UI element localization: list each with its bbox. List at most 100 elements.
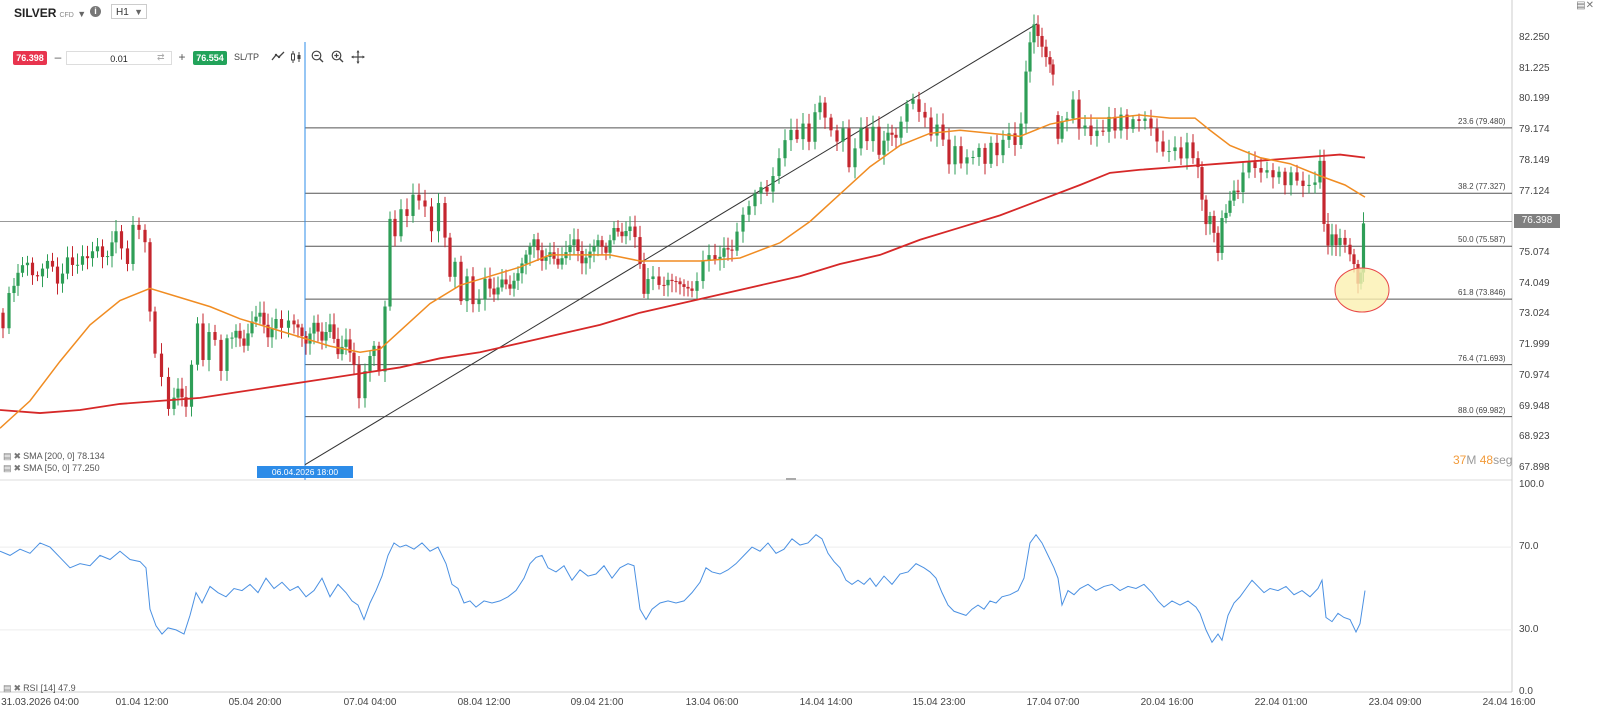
candle-body	[219, 339, 223, 371]
zoom-out-icon[interactable]	[309, 50, 325, 66]
price-tick-label: 81.225	[1519, 62, 1550, 74]
candle-body	[580, 251, 584, 264]
candle-body	[184, 397, 188, 407]
window-controls[interactable]: ▤✕	[1576, 0, 1594, 11]
candle-body	[765, 187, 769, 192]
candle-body	[1200, 167, 1204, 200]
candle-body	[894, 134, 898, 138]
sell-button[interactable]: 76.398	[13, 51, 47, 65]
candle-body	[701, 260, 705, 282]
candle-body	[995, 142, 999, 156]
candle-body	[959, 146, 963, 164]
candle-body	[1060, 121, 1064, 139]
candle-body	[80, 256, 85, 265]
candle-body	[258, 312, 262, 317]
candle-body	[865, 128, 869, 142]
candle-body	[572, 239, 576, 246]
candle-body	[119, 231, 124, 249]
quantity-input[interactable]: 0.01	[66, 51, 172, 65]
candle-body	[40, 268, 45, 277]
candle-body	[1083, 125, 1087, 129]
candle-body	[1161, 141, 1165, 152]
candle-body	[1301, 180, 1305, 186]
candle-body	[286, 320, 291, 328]
candle-body	[1051, 64, 1055, 75]
candle-body	[1019, 123, 1023, 145]
sma200-legend[interactable]: ▤ ✖ SMA [200, 0] 78.134	[3, 451, 105, 462]
chevron-down-icon[interactable]: ▼	[77, 9, 87, 19]
zoom-in-icon[interactable]	[329, 50, 345, 66]
candle-body	[726, 248, 730, 250]
candle-body	[886, 132, 890, 141]
candle-body	[20, 265, 25, 273]
candle-body	[929, 117, 933, 136]
candle-body	[292, 320, 296, 325]
candle-body	[777, 158, 781, 177]
settings-icon[interactable]: ▤	[3, 463, 12, 473]
candle-body	[250, 321, 254, 334]
candle-body	[471, 276, 475, 305]
timeframe-value: H1	[116, 7, 129, 18]
swap-icon[interactable]: ⇄	[157, 52, 165, 62]
candle-body	[372, 345, 376, 357]
candle-body	[971, 157, 975, 159]
timeframe-select[interactable]: H1 ▼	[111, 4, 147, 19]
time-tick-label: 05.04 20:00	[228, 697, 282, 708]
candle-body	[1313, 182, 1317, 185]
candle-body	[411, 194, 415, 216]
candle-body	[348, 339, 352, 353]
candle-body	[234, 330, 238, 338]
price-tick-label: 77.124	[1519, 185, 1550, 197]
candle-body	[633, 226, 637, 238]
candle-body	[357, 364, 361, 399]
candle-body	[477, 299, 481, 305]
candle-body	[1065, 118, 1069, 122]
close-icon[interactable]: ✖	[13, 683, 22, 693]
candle-body	[596, 240, 600, 247]
settings-icon[interactable]: ▤	[3, 683, 12, 693]
candle-body	[1119, 114, 1123, 131]
line-chart-icon[interactable]	[270, 50, 286, 66]
price-tick-label: 71.999	[1519, 339, 1550, 351]
candle-body	[1036, 24, 1040, 36]
candle-body	[246, 333, 250, 346]
candle-body	[1271, 170, 1275, 178]
close-icon[interactable]: ✖	[13, 451, 22, 461]
rsi-legend[interactable]: ▤ ✖ RSI [14] 47.9	[3, 683, 76, 694]
candle-body	[1001, 139, 1005, 156]
candle-body	[423, 200, 427, 207]
fibonacci-level-label: 76.4 (71.693)	[1458, 353, 1506, 363]
buy-button[interactable]: 76.554	[193, 51, 227, 65]
candle-body	[1056, 115, 1060, 139]
candle-body	[85, 256, 90, 259]
candle-body	[818, 102, 822, 113]
candle-body	[1013, 133, 1017, 145]
close-icon[interactable]: ✖	[13, 463, 22, 473]
candle-body	[524, 254, 528, 264]
time-tick-label: 17.04 07:00	[1026, 697, 1080, 708]
sma50-legend[interactable]: ▤ ✖ SMA [50, 0] 77.250	[3, 463, 100, 474]
candle-body	[304, 336, 308, 344]
symbol-selector[interactable]: SILVER CFD ▼	[14, 6, 86, 20]
candle-body	[953, 146, 957, 165]
crosshair-icon[interactable]	[350, 50, 366, 66]
candle-body	[344, 339, 348, 347]
candle-body	[899, 121, 903, 138]
trade-toolbar: 76.398 – 0.01 ⇄ + 76.554 SL/TP	[0, 24, 420, 65]
candle-body	[642, 264, 646, 294]
candle-body	[1208, 215, 1212, 225]
candle-body	[1167, 151, 1171, 153]
decrease-quantity-button[interactable]: –	[54, 50, 62, 64]
symbol-tag: CFD	[59, 12, 74, 19]
sl-tp-button[interactable]: SL/TP	[234, 52, 260, 62]
info-icon[interactable]: i	[90, 6, 101, 17]
settings-icon[interactable]: ▤	[3, 451, 12, 461]
candlestick-type-icon[interactable]	[289, 50, 305, 66]
candle-body	[678, 281, 682, 285]
candle-body	[436, 203, 441, 232]
increase-quantity-button[interactable]: +	[178, 50, 186, 64]
candle-body	[1295, 172, 1299, 181]
candle-body	[65, 257, 70, 274]
rsi-label: RSI [14] 47.9	[23, 683, 76, 693]
